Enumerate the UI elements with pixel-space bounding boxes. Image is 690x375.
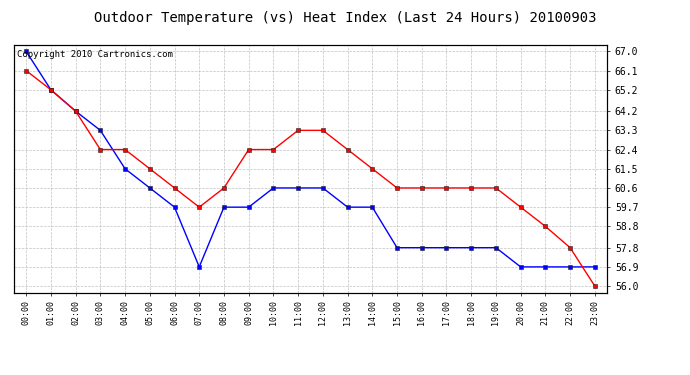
Text: Copyright 2010 Cartronics.com: Copyright 2010 Cartronics.com (17, 50, 172, 59)
Text: Outdoor Temperature (vs) Heat Index (Last 24 Hours) 20100903: Outdoor Temperature (vs) Heat Index (Las… (94, 11, 596, 25)
